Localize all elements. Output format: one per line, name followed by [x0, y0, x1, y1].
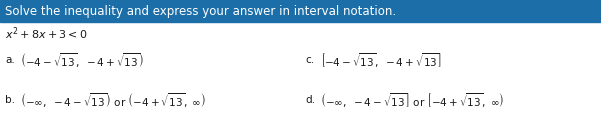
Text: Solve the inequality and express your answer in interval notation.: Solve the inequality and express your an… [5, 4, 396, 18]
Bar [0, 0, 601, 22]
Text: $x^2+8x+3<0$: $x^2+8x+3<0$ [5, 26, 88, 42]
Text: d.: d. [305, 95, 315, 105]
Text: a.: a. [5, 55, 15, 65]
Text: $\left(-\infty,\ -4-\sqrt{13}\right]$ or $\left[-4+\sqrt{13},\ \infty\right)$: $\left(-\infty,\ -4-\sqrt{13}\right]$ or… [320, 91, 504, 109]
Text: $\left(-\infty,\ -4-\sqrt{13}\right)$ or $\left(-4+\sqrt{13},\ \infty\right)$: $\left(-\infty,\ -4-\sqrt{13}\right)$ or… [20, 91, 206, 109]
Text: $\left[-4-\sqrt{13},\ -4+\sqrt{13}\right]$: $\left[-4-\sqrt{13},\ -4+\sqrt{13}\right… [320, 51, 442, 69]
Text: $\left(-4-\sqrt{13},\ -4+\sqrt{13}\right)$: $\left(-4-\sqrt{13},\ -4+\sqrt{13}\right… [20, 51, 144, 69]
Text: b.: b. [5, 95, 15, 105]
Text: c.: c. [305, 55, 314, 65]
